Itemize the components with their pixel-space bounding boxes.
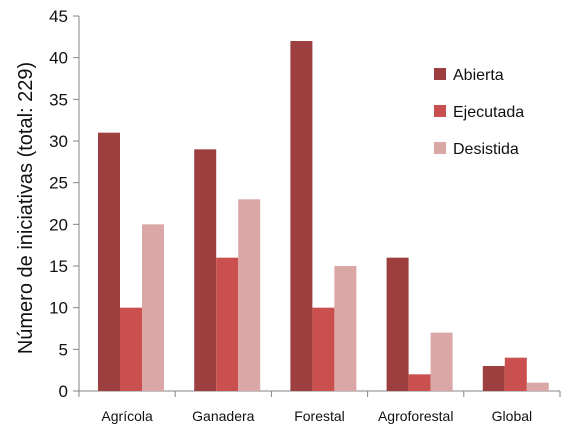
- bar-abierta-5: [482, 366, 505, 391]
- bar-ejecutada-4: [408, 374, 431, 391]
- legend-swatch-ejecutada: [434, 105, 446, 117]
- x-tick-label: Agrícola: [101, 408, 153, 424]
- y-tick-label: 20: [49, 215, 68, 234]
- x-tick-label: Agroforestal: [378, 408, 453, 424]
- y-tick-label: 10: [49, 299, 68, 318]
- bar-desistida-5: [526, 382, 549, 391]
- bar-ejecutada-5: [504, 357, 527, 391]
- y-tick-label: 5: [59, 340, 68, 359]
- bar-desistida-1: [142, 224, 164, 391]
- legend-swatch-abierta: [434, 68, 446, 80]
- bar-ejecutada-2: [216, 257, 239, 391]
- bar-abierta-4: [386, 257, 409, 391]
- legend: Abierta Ejecutada Desistida: [434, 67, 524, 158]
- y-tick-label: 15: [49, 257, 68, 276]
- bar-abierta-2: [194, 149, 217, 391]
- y-tick-label: 0: [59, 382, 68, 401]
- bar-ejecutada-3: [312, 307, 335, 391]
- bar-desistida-4: [430, 332, 453, 391]
- y-tick-label: 45: [49, 7, 68, 26]
- legend-label-abierta: Abierta: [453, 67, 504, 84]
- y-tick-label: 25: [49, 174, 68, 193]
- legend-label-desistida: Desistida: [453, 141, 519, 158]
- bar-abierta-3: [290, 41, 313, 391]
- bar-ejecutada-1: [120, 307, 142, 391]
- y-axis-title: Número de iniciativas (total: 229): [15, 62, 37, 354]
- x-tick-labels: Agrícola Ganadera Forestal Agroforestal Glob…: [101, 408, 532, 424]
- bar-desistida-2: [238, 199, 261, 391]
- y-ticks: 0 5 10 15 20 25 30 35 40 45: [49, 7, 79, 401]
- legend-swatch-desistida: [434, 142, 446, 154]
- x-tick-label: Global: [492, 408, 532, 424]
- bar-desistida-3: [334, 266, 357, 391]
- y-tick-label: 30: [49, 132, 68, 151]
- y-tick-label: 40: [49, 49, 68, 68]
- x-tick-label: Forestal: [294, 408, 345, 424]
- bars: [98, 41, 549, 391]
- legend-label-ejecutada: Ejecutada: [453, 104, 524, 121]
- y-tick-label: 35: [49, 90, 68, 109]
- x-tick-label: Ganadera: [192, 408, 254, 424]
- y-axis-title-group: Número de iniciativas (total: 229): [15, 62, 37, 354]
- bar-abierta-1: [98, 132, 120, 391]
